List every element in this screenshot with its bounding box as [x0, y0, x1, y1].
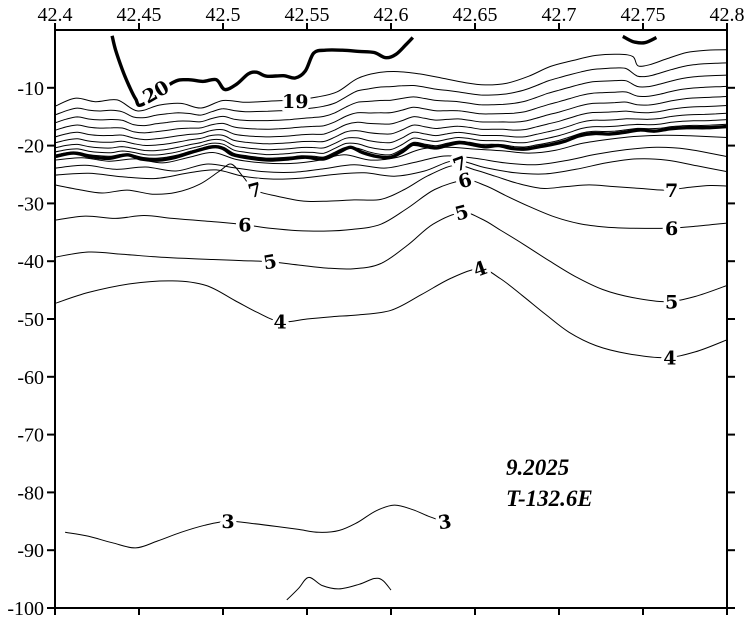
- contour-level-4: [55, 268, 727, 359]
- contour-band-line: [55, 74, 727, 127]
- contour-band-line: [55, 96, 727, 141]
- contour-level-5: [55, 212, 727, 303]
- x-tick-label: 42.65: [453, 4, 498, 26]
- contour-lines: [55, 34, 727, 601]
- contour-band-line: [55, 119, 727, 156]
- contour-level-3: [65, 504, 445, 549]
- contour-level-20: [110, 35, 415, 107]
- contour-label-7: 7: [246, 178, 264, 203]
- annotation-transect: T-132.6E: [506, 486, 593, 511]
- y-tick-label: -80: [17, 482, 44, 504]
- x-tick-label: 42.5: [206, 4, 241, 26]
- y-tick-label: -50: [17, 309, 44, 331]
- y-tick-label: -10: [17, 78, 44, 100]
- contour-label-4: 4: [273, 312, 286, 334]
- contour-label-3: 3: [221, 511, 234, 533]
- y-tick-label: -70: [17, 425, 44, 447]
- x-tick-label: 42.75: [621, 4, 666, 26]
- x-tick-label: 42.55: [285, 4, 330, 26]
- y-tick-label: -20: [17, 136, 44, 158]
- contour-level-9: [55, 134, 727, 165]
- contour-label-6: 6: [456, 169, 474, 194]
- contour-level-3: [286, 576, 392, 601]
- contour-band-line: [55, 62, 727, 119]
- contour-band-line: [55, 105, 727, 147]
- contour-label-5: 5: [453, 201, 471, 226]
- contour-band-line: [55, 123, 727, 159]
- contour-band-line: [55, 85, 727, 134]
- contour-label-5: 5: [665, 291, 678, 313]
- y-tick-label: -90: [17, 540, 44, 562]
- contour-label-7: 7: [665, 180, 678, 202]
- contour-label-6: 6: [238, 214, 251, 236]
- x-tick-label: 42.6: [374, 4, 409, 26]
- contour-label-5: 5: [262, 250, 279, 274]
- contour-level-20: [622, 34, 658, 45]
- contour-level-minor: [55, 158, 727, 180]
- plot-frame: [54, 29, 728, 609]
- x-tick-label: 42.45: [117, 4, 162, 26]
- x-tick-label: 42.7: [542, 4, 577, 26]
- contour-level-10: [55, 124, 727, 162]
- y-tick-label: -40: [17, 251, 44, 273]
- contour-level-19: [55, 49, 727, 112]
- contour-label-4: 4: [470, 257, 490, 282]
- x-tick-label: 42.8: [710, 4, 745, 26]
- contour-level-7: [55, 163, 727, 203]
- contour-label-4: 4: [663, 347, 676, 369]
- contour-band-line: [55, 112, 727, 152]
- y-tick-label: -100: [7, 598, 44, 620]
- annotation: 9.2025 T-132.6E: [506, 452, 593, 514]
- contour-label-3: 3: [437, 511, 453, 535]
- contour-level-6: [55, 179, 727, 232]
- tick-labels: 42.4 42.45 42.5 42.55 42.6 42.65 42.7 42.75 42.8…: [7, 4, 744, 620]
- contour-level-8: [55, 146, 727, 173]
- contour-label-19: 19: [282, 91, 308, 113]
- y-tick-label: -30: [17, 193, 44, 215]
- contour-label-6: 6: [665, 218, 678, 240]
- annotation-date: 9.2025: [506, 455, 570, 480]
- x-tick-label: 42.4: [38, 4, 73, 26]
- y-tick-label: -60: [17, 367, 44, 389]
- axes: [47, 23, 735, 615]
